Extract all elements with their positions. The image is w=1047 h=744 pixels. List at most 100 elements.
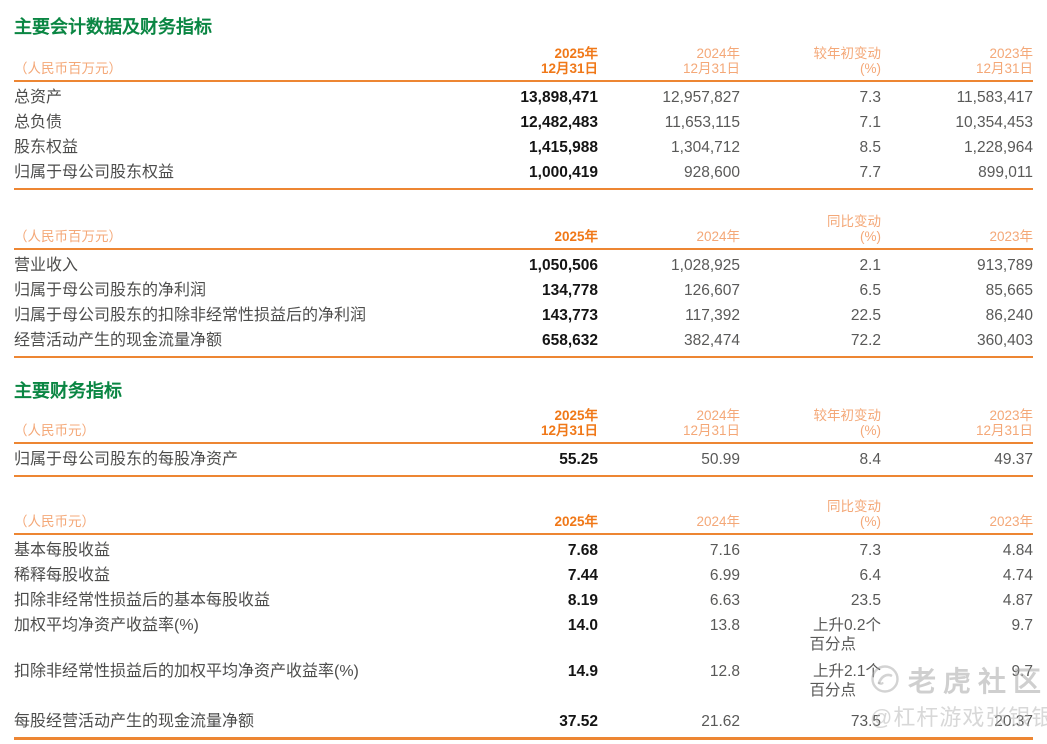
- value-2023: 899,011: [978, 164, 1033, 181]
- value-change: 7.3: [859, 542, 881, 559]
- column-header-2023: 2023年 12月31日: [975, 46, 1033, 76]
- column-header-yoy-change: 同比变动 (%): [827, 499, 881, 529]
- value-2024: 382,474: [683, 332, 740, 349]
- table-body: 营业收入 1,050,506 1,028,925 2.1 913,789 归属于…: [14, 250, 1033, 358]
- value-change: 8.5: [859, 139, 881, 156]
- value-2025: 1,050,506: [529, 257, 598, 274]
- table-row-operating-revenue: 营业收入 1,050,506 1,028,925 2.1 913,789: [14, 253, 1033, 278]
- value-2024: 1,028,925: [671, 257, 740, 274]
- value-2025: 12,482,483: [520, 114, 598, 131]
- unit-label: （人民币百万元）: [14, 229, 122, 244]
- value-2023: 360,403: [976, 332, 1033, 349]
- row-label: 每股经营活动产生的现金流量净额: [14, 713, 255, 730]
- value-2023: 85,665: [985, 282, 1033, 299]
- table-balance-sheet: （人民币百万元） 2025年 12月31日 2024年 12月31日 较年初变动 (%…: [14, 46, 1033, 190]
- table-row-net-assets-per-share: 归属于母公司股东的每股净资产 55.25 50.99 8.4 49.37: [14, 447, 1033, 472]
- value-change: 72.2: [850, 332, 881, 349]
- value-change: 7.3: [859, 89, 881, 106]
- value-2025: 1,000,419: [529, 164, 598, 181]
- value-2024: 50.99: [701, 451, 740, 468]
- value-change: 7.1: [859, 114, 881, 131]
- value-2023: 20.37: [994, 713, 1033, 730]
- row-label: 稀释每股收益: [14, 567, 111, 584]
- unit-label: （人民币元）: [14, 514, 95, 529]
- table-body: 基本每股收益 7.68 7.16 7.3 4.84 稀释每股收益 7.44 6.…: [14, 535, 1033, 740]
- value-2025: 8.19: [567, 592, 598, 609]
- value-2025: 14.0: [567, 617, 598, 634]
- value-2024: 21.62: [701, 713, 740, 730]
- value-2025: 143,773: [541, 307, 598, 324]
- table-row-net-profit-to-parent: 归属于母公司股东的净利润 134,778 126,607 6.5 85,665: [14, 278, 1033, 303]
- column-header-2024: 2024年 12月31日: [682, 408, 740, 438]
- table-row-total-liabilities: 总负债 12,482,483 11,653,115 7.1 10,354,453: [14, 110, 1033, 135]
- value-2023: 9.7: [1011, 663, 1033, 680]
- value-2024: 12,957,827: [662, 89, 740, 106]
- value-2024: 126,607: [683, 282, 740, 299]
- value-2024: 928,600: [683, 164, 740, 181]
- table-header-row: （人民币元） 2025年 12月31日 2024年 12月31日 较年初变动 (%) …: [14, 408, 1033, 444]
- table-header-row: （人民币百万元） 2025年 12月31日 2024年 12月31日 较年初变动 (%…: [14, 46, 1033, 82]
- column-header-2024: 2024年: [696, 514, 740, 529]
- value-2024: 13.8: [709, 617, 740, 634]
- column-header-change: 较年初变动 (%): [813, 408, 882, 438]
- row-label: 经营活动产生的现金流量净额: [14, 332, 223, 349]
- value-2025: 134,778: [541, 282, 598, 299]
- column-header-2024: 2024年 12月31日: [682, 46, 740, 76]
- column-header-2023: 2023年 12月31日: [975, 408, 1033, 438]
- section-title-key-financial-indicators: 主要财务指标: [14, 381, 122, 401]
- column-header-2025: 2025年 12月31日: [540, 408, 598, 438]
- table-body: 归属于母公司股东的每股净资产 55.25 50.99 8.4 49.37: [14, 444, 1033, 477]
- value-2025: 1,415,988: [529, 139, 598, 156]
- column-header-2025: 2025年: [554, 229, 598, 244]
- table-row-total-assets: 总资产 13,898,471 12,957,827 7.3 11,583,417: [14, 85, 1033, 110]
- table-row-basic-eps-excl-nonrecurring: 扣除非经常性损益后的基本每股收益 8.19 6.63 23.5 4.87: [14, 588, 1033, 613]
- row-label: 营业收入: [14, 257, 79, 274]
- column-header-2023: 2023年: [989, 514, 1033, 529]
- value-2024: 6.63: [709, 592, 740, 609]
- row-label: 归属于母公司股东的净利润: [14, 282, 207, 299]
- value-2025: 7.44: [567, 567, 598, 584]
- value-change: 73.5: [850, 713, 881, 730]
- table-row-net-profit-excl-nonrecurring: 归属于母公司股东的扣除非经常性损益后的净利润 143,773 117,392 2…: [14, 303, 1033, 328]
- value-2025: 55.25: [559, 451, 598, 468]
- value-change: 7.7: [859, 164, 881, 181]
- value-2024: 6.99: [709, 567, 740, 584]
- value-change: 6.4: [859, 567, 881, 584]
- value-2024: 7.16: [709, 542, 740, 559]
- value-2023: 1,228,964: [964, 139, 1033, 156]
- table-per-share-net-assets: （人民币元） 2025年 12月31日 2024年 12月31日 较年初变动 (%) …: [14, 408, 1033, 477]
- row-label: 归属于母公司股东的每股净资产: [14, 451, 239, 468]
- value-2024: 12.8: [709, 663, 740, 680]
- value-2025: 37.52: [559, 713, 598, 730]
- value-2025: 7.68: [567, 542, 598, 559]
- row-label: 总资产: [14, 89, 63, 106]
- value-change: 8.4: [859, 451, 881, 468]
- value-2023: 4.84: [1002, 542, 1033, 559]
- table-row-diluted-eps: 稀释每股收益 7.44 6.99 6.4 4.74: [14, 563, 1033, 588]
- table-row-operating-cash-flow-per-share: 每股经营活动产生的现金流量净额 37.52 21.62 73.5 20.37: [14, 709, 1033, 734]
- value-change: 2.1: [859, 257, 881, 274]
- value-2025: 13,898,471: [520, 89, 598, 106]
- value-change: 6.5: [859, 282, 881, 299]
- value-2025: 658,632: [541, 332, 598, 349]
- column-header-2025: 2025年: [554, 514, 598, 529]
- table-header-row: （人民币元） 2025年 2024年 同比变动 (%) 2023年: [14, 499, 1033, 535]
- table-row-basic-eps: 基本每股收益 7.68 7.16 7.3 4.84: [14, 538, 1033, 563]
- value-2023: 10,354,453: [955, 114, 1033, 131]
- table-row-operating-cash-flow: 经营活动产生的现金流量净额 658,632 382,474 72.2 360,4…: [14, 328, 1033, 353]
- value-change: 23.5: [850, 592, 881, 609]
- column-header-change: 较年初变动 (%): [813, 46, 882, 76]
- row-label: 归属于母公司股东的扣除非经常性损益后的净利润: [14, 307, 367, 324]
- row-label: 扣除非经常性损益后的加权平均净资产收益率(%): [14, 663, 359, 680]
- row-label: 加权平均净资产收益率(%): [14, 617, 199, 634]
- row-label: 扣除非经常性损益后的基本每股收益: [14, 592, 271, 609]
- value-2023: 9.7: [1011, 617, 1033, 634]
- value-change: 上升2.1个 百分点: [809, 663, 881, 699]
- table-row-equity-to-parent: 归属于母公司股东权益 1,000,419 928,600 7.7 899,011: [14, 160, 1033, 185]
- unit-label: （人民币百万元）: [14, 61, 122, 76]
- table-header-row: （人民币百万元） 2025年 2024年 同比变动 (%) 2023年: [14, 214, 1033, 250]
- value-2024: 117,392: [685, 307, 740, 324]
- row-label: 总负债: [14, 114, 63, 131]
